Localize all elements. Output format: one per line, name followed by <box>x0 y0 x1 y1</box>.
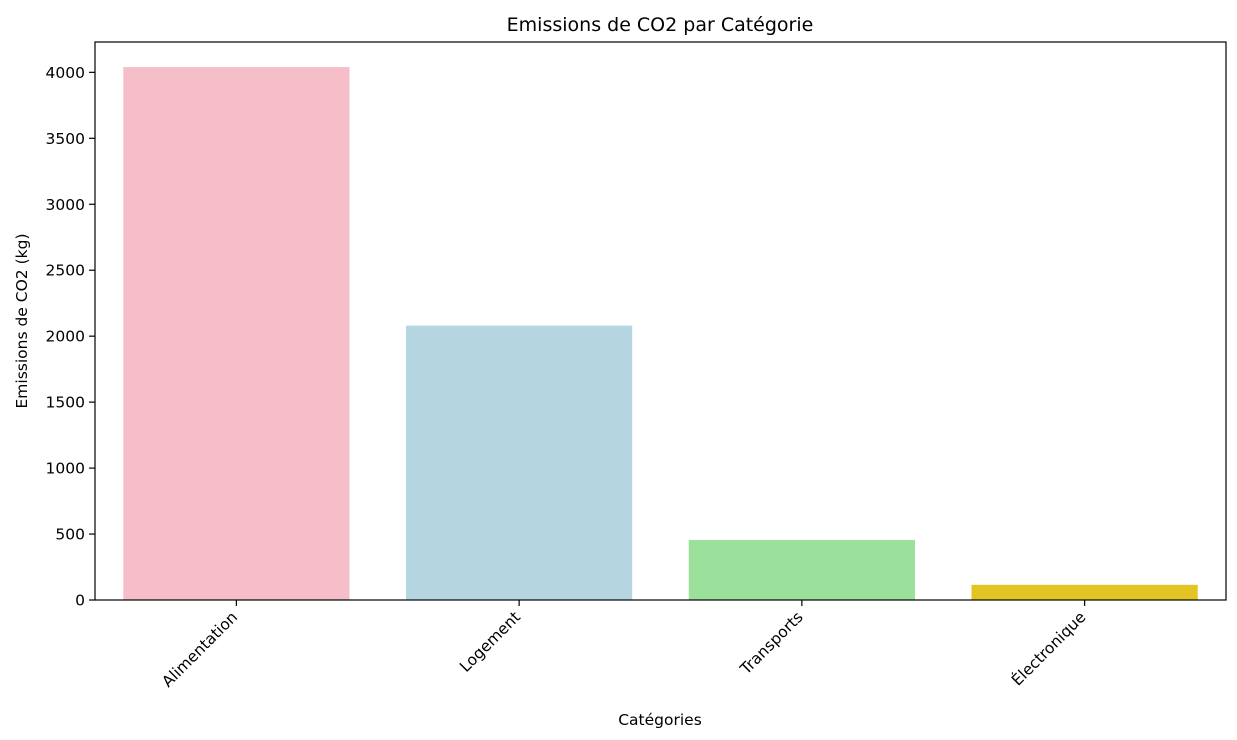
y-tick-label-7: 3500 <box>46 130 85 148</box>
y-tick-label-3: 1500 <box>46 394 85 412</box>
y-tick-label-0: 0 <box>75 592 85 610</box>
plot-frame <box>94 41 1227 601</box>
bar-3 <box>971 584 1198 600</box>
y-tick-label-8: 4000 <box>46 64 85 82</box>
chart-title: Emissions de CO2 par Catégorie <box>507 14 814 36</box>
x-tick-label-0: Alimentation <box>159 608 242 691</box>
bars-group <box>123 67 1198 600</box>
y-tick-label-5: 2500 <box>46 262 85 280</box>
x-axis-ticks: Alimentation Logement Transports Électroniq… <box>159 600 1089 691</box>
bar-2 <box>688 539 915 600</box>
x-tick-label-1: Logement <box>456 608 524 676</box>
bar-1 <box>406 325 633 600</box>
bar-0 <box>123 67 350 600</box>
y-axis-label: Emissions de CO2 (kg) <box>13 234 31 409</box>
y-tick-label-4: 2000 <box>46 328 85 346</box>
y-tick-label-1: 500 <box>55 526 85 544</box>
y-tick-label-2: 1000 <box>46 460 85 478</box>
x-tick-label-2: Transports <box>736 608 807 679</box>
y-tick-label-6: 3000 <box>46 196 85 214</box>
x-tick-label-3: Électronique <box>1007 607 1089 689</box>
y-axis-ticks: 0 500 1000 1500 2000 2500 3000 3500 4000 <box>46 64 95 610</box>
x-axis-label: Catégories <box>618 711 702 729</box>
